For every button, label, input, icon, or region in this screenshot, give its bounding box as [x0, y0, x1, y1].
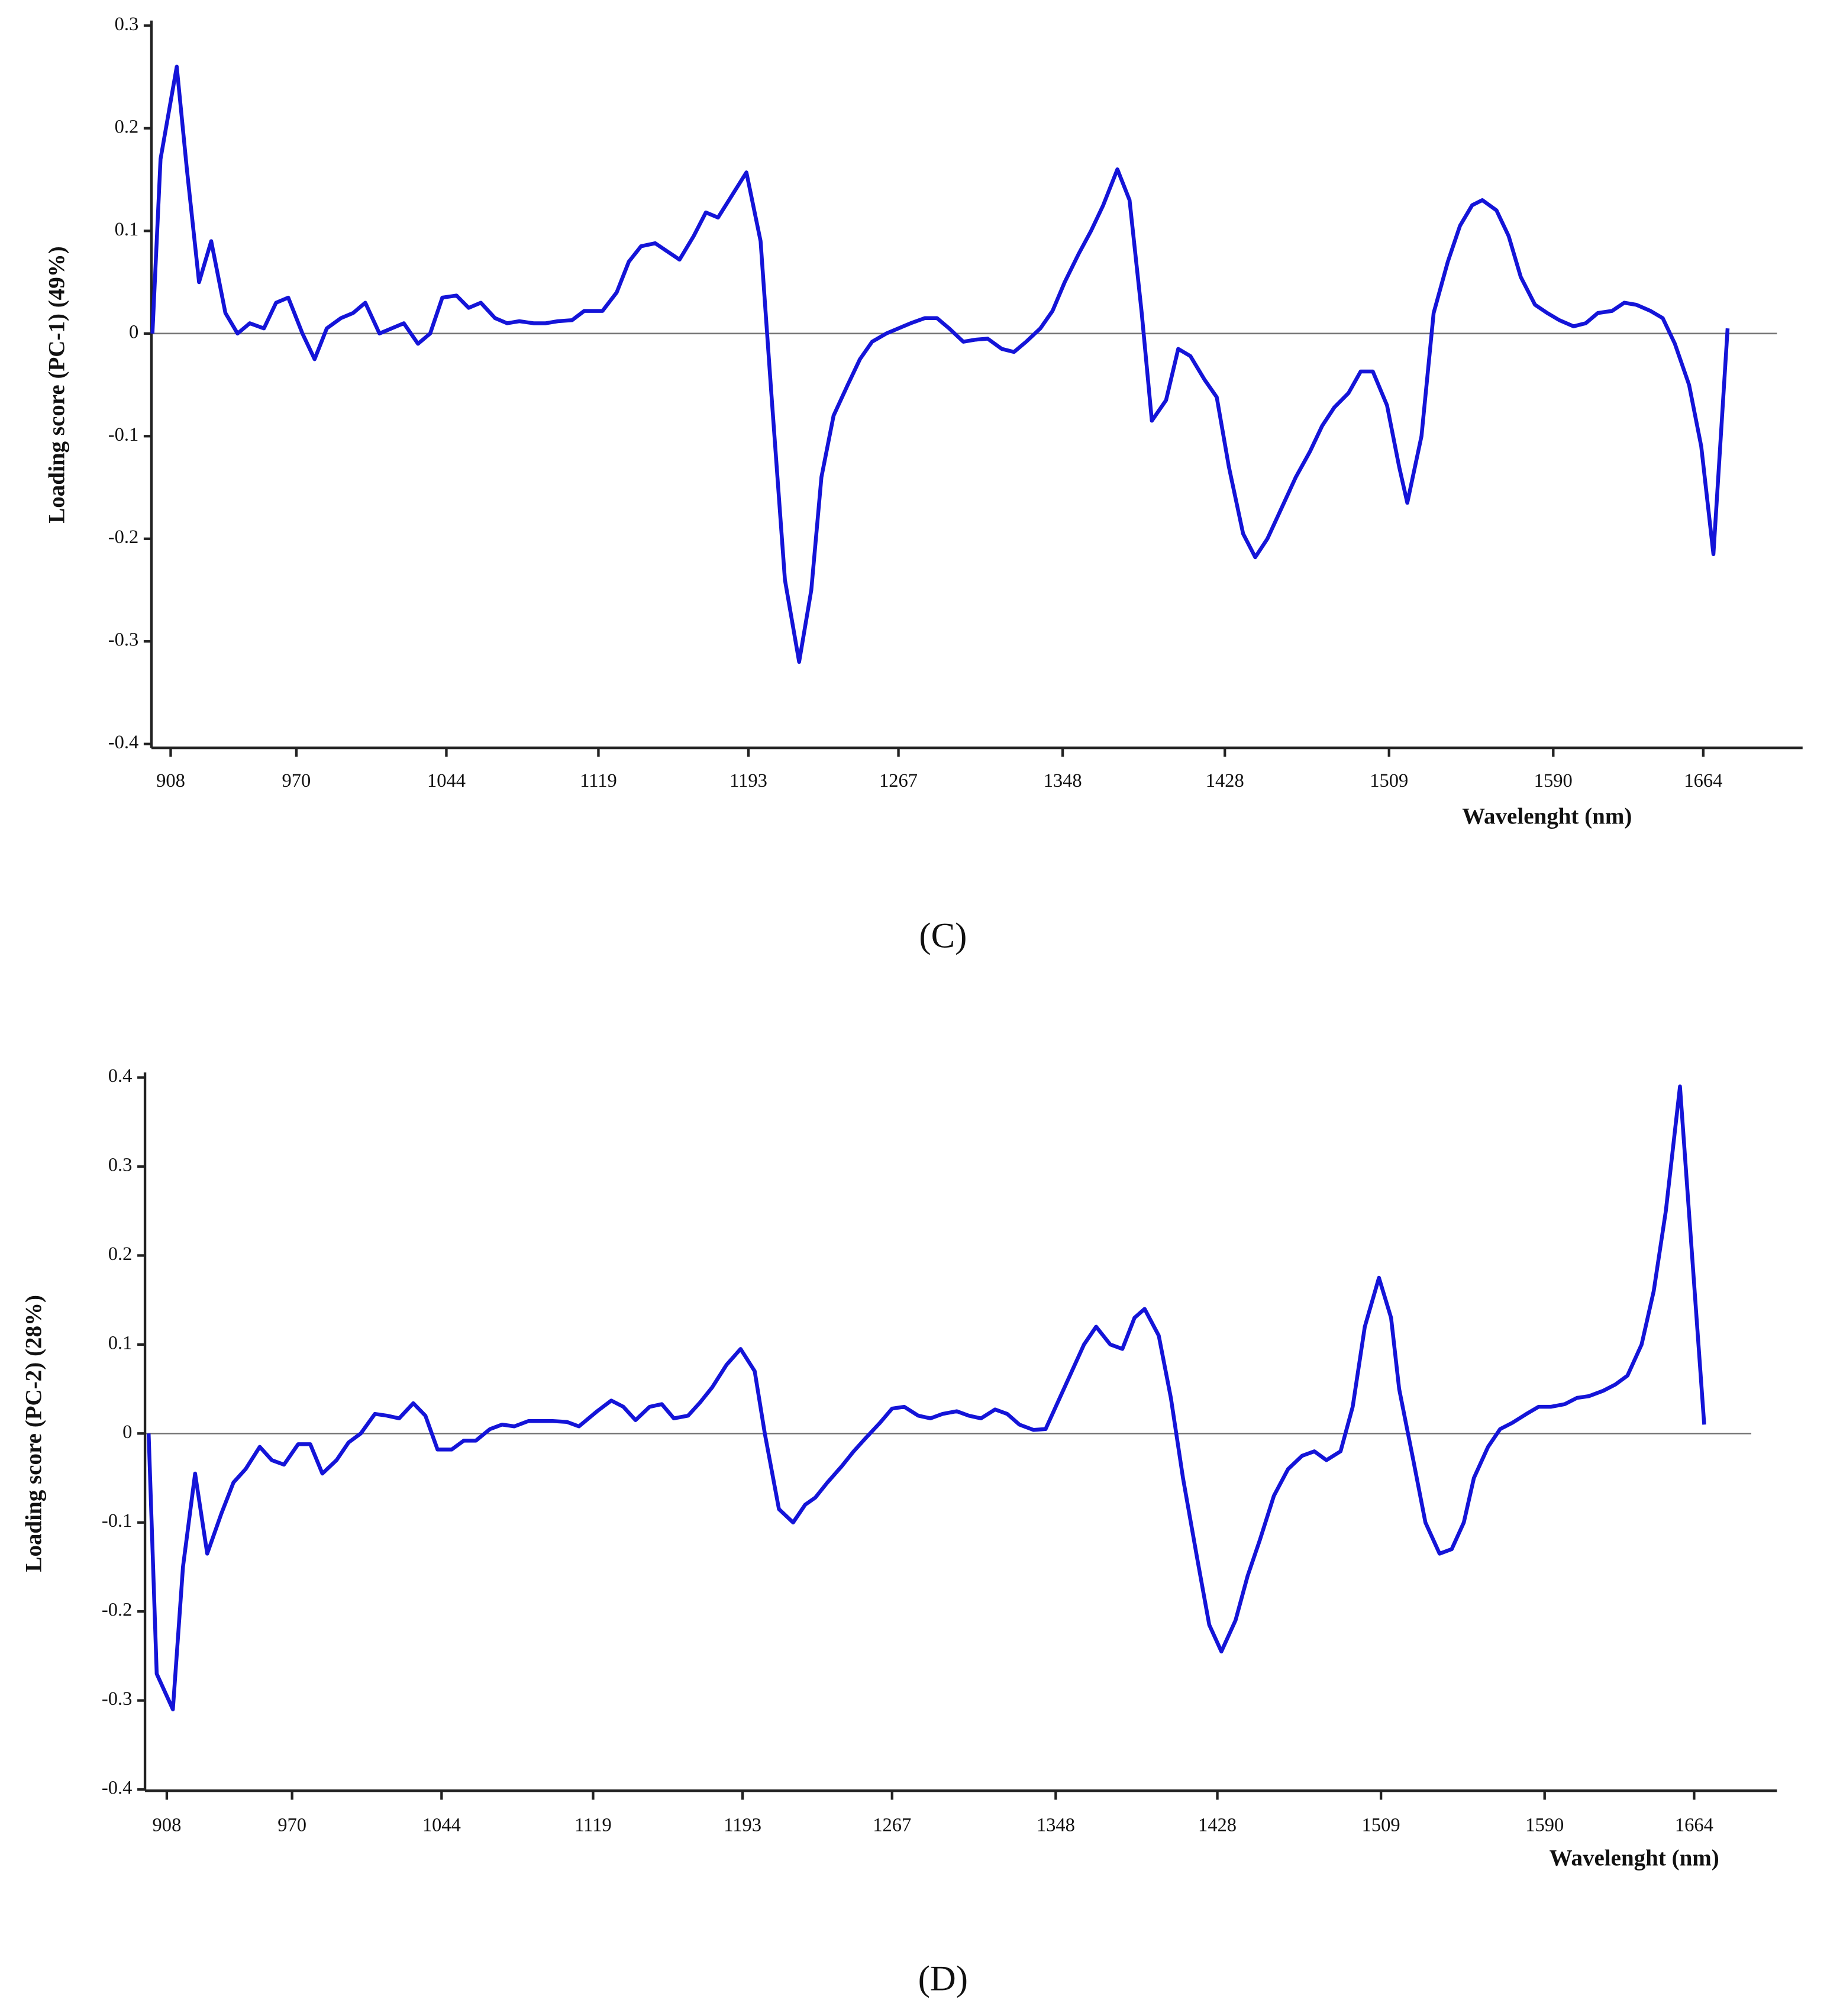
x-tick-label: 1267	[873, 1814, 911, 1836]
loading-line	[150, 64, 1730, 664]
y-tick-label: -0.3	[102, 1688, 132, 1710]
y-axis-title: Loading score (PC-2) (28%)	[21, 1295, 47, 1572]
y-tick-label: -0.2	[108, 526, 138, 548]
x-tick-label: 1590	[1534, 770, 1573, 791]
x-tick-label: 1664	[1684, 770, 1722, 791]
x-tick-label: 1119	[574, 1814, 612, 1836]
y-tick-label: 0.3	[108, 1154, 133, 1175]
y-tick-label: -0.1	[108, 424, 138, 445]
y-tick-label: -0.1	[102, 1510, 132, 1532]
y-tick-label: 0.3	[115, 14, 139, 35]
y-tick-label: 0.4	[108, 1065, 133, 1087]
y-tick-label: -0.3	[108, 629, 138, 651]
y-tick-label: -0.4	[102, 1778, 132, 1799]
y-tick-label: 0.2	[115, 116, 139, 137]
x-tick-label: 1348	[1044, 770, 1082, 791]
caption: (D)	[918, 1959, 968, 1998]
x-tick-label: 1267	[879, 770, 918, 791]
x-axis-title: Wavelenght (nm)	[1550, 1845, 1719, 1870]
x-tick-label: 1428	[1198, 1814, 1237, 1836]
loading-line	[146, 1084, 1706, 1711]
y-tick-label: 0.1	[115, 219, 139, 240]
x-tick-label: 1590	[1525, 1814, 1564, 1836]
x-tick-label: 1193	[724, 1814, 761, 1836]
x-tick-label: 1664	[1675, 1814, 1713, 1836]
x-tick-label: 1348	[1037, 1814, 1075, 1836]
y-tick-label: -0.2	[102, 1600, 132, 1621]
x-tick-label: 908	[156, 770, 185, 791]
x-axis-title: Wavelenght (nm)	[1462, 803, 1632, 829]
y-tick-label: 0.1	[108, 1332, 133, 1353]
x-tick-label: 1193	[729, 770, 767, 791]
x-tick-label: 1428	[1206, 770, 1244, 791]
x-tick-label: 908	[153, 1814, 182, 1836]
x-tick-label: 970	[277, 1814, 306, 1836]
caption: (C)	[919, 916, 967, 955]
x-tick-label: 1044	[427, 770, 466, 791]
y-tick-label: 0	[122, 1421, 132, 1443]
y-tick-label: -0.4	[108, 732, 138, 753]
y-tick-label: 0	[129, 321, 138, 343]
y-tick-label: 0.2	[108, 1243, 133, 1265]
x-tick-label: 970	[282, 770, 311, 791]
x-tick-label: 1509	[1370, 770, 1408, 791]
y-axis-title: Loading score (PC-1) (49%)	[44, 246, 70, 524]
x-tick-label: 1044	[422, 1814, 461, 1836]
x-tick-label: 1509	[1362, 1814, 1400, 1836]
x-tick-label: 1119	[580, 770, 617, 791]
